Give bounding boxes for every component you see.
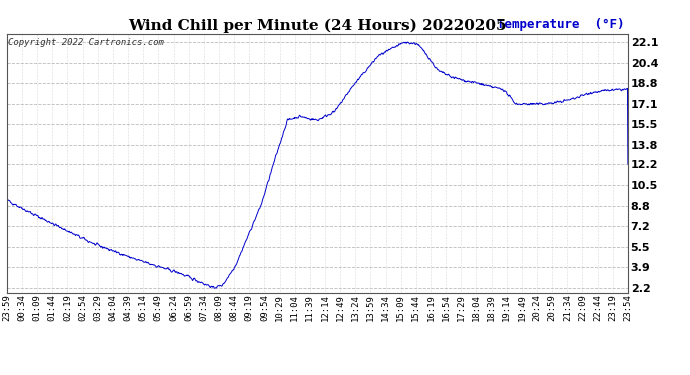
Text: Temperature  (°F): Temperature (°F) (497, 18, 625, 31)
Title: Wind Chill per Minute (24 Hours) 20220205: Wind Chill per Minute (24 Hours) 2022020… (128, 18, 506, 33)
Text: Copyright 2022 Cartronics.com: Copyright 2022 Cartronics.com (8, 38, 164, 46)
